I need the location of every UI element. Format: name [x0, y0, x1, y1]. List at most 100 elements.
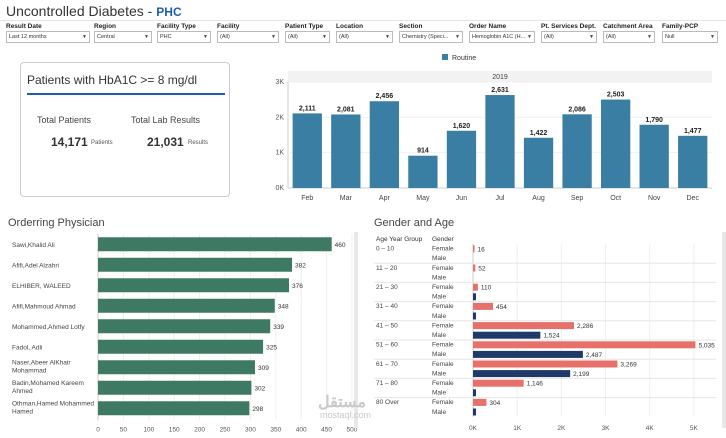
physician-bar-chart: 0 50 100 150 200 250 300 350 400 450 500 460 Sawi,Kh… [12, 232, 358, 434]
kpi-divider [27, 93, 225, 95]
male-bar [473, 312, 476, 320]
filter-section[interactable]: Section Chemistry (Speci... ▼ [399, 23, 463, 43]
filter-value: PHC [160, 34, 172, 40]
filter-dropdown[interactable]: Null ▼ [662, 31, 718, 43]
filter-dropdown[interactable]: Central ▼ [94, 31, 152, 43]
y-tick-label: 3K [275, 79, 284, 86]
bar-value-label: 2,199 [573, 371, 590, 378]
filter-label: Facility Type [157, 23, 196, 30]
bar-value-label: 1,422 [530, 130, 548, 137]
physician-name: Mohammad [12, 367, 47, 374]
male-bar [473, 370, 571, 378]
filter-label: Order Name [469, 23, 507, 30]
x-tick-label: 5K [690, 425, 699, 432]
bar-value-label: 1,524 [543, 333, 560, 340]
chevron-down-icon: ▼ [271, 34, 276, 40]
gender-label: Female [432, 303, 454, 310]
chevron-down-icon: ▼ [647, 34, 652, 40]
physician-name: Sawi,Khalid Ali [12, 242, 55, 249]
physician-bar [98, 237, 332, 252]
filter-dropdown[interactable]: PHC ▼ [157, 31, 211, 43]
filter-family-pcp[interactable]: Family-PCP Null ▼ [662, 23, 718, 43]
x-tick-label: 200 [194, 427, 205, 434]
filter-facility[interactable]: Facility (All) ▼ [217, 23, 279, 43]
month-bar [562, 114, 592, 188]
chevron-down-icon: ▼ [527, 34, 532, 40]
bar-value-label: 2,286 [577, 323, 594, 330]
filter-label: Facility [217, 23, 240, 30]
male-bar [473, 293, 476, 301]
male-bar [473, 408, 476, 416]
gender-label: Female [432, 284, 454, 291]
physician-bar [98, 339, 264, 354]
column-header: Gender [432, 236, 455, 243]
filter-dropdown[interactable]: Hemoglobin A1C (H... ▼ [469, 31, 535, 43]
month-bar [523, 137, 554, 188]
female-bar [473, 360, 618, 368]
x-tick-label: 350 [270, 427, 281, 434]
filter-value: (All) [606, 34, 616, 40]
month-bar [485, 95, 515, 188]
chevron-down-icon: ▼ [322, 34, 327, 40]
filter-dropdown[interactable]: (All) ▼ [603, 31, 655, 43]
filter-value: Null [665, 34, 675, 40]
legend-swatch [442, 54, 448, 60]
month-bar [639, 124, 669, 188]
female-bar [473, 398, 487, 406]
age-group-label: 41 – 50 [376, 322, 398, 329]
physician-bar [98, 401, 250, 416]
gender-label: Female [432, 246, 454, 253]
filter-label: Result Date [6, 23, 42, 30]
x-tick-label: 1K [513, 425, 522, 432]
bar-value-label: 348 [278, 303, 289, 310]
filter-dropdown[interactable]: Chemistry (Speci... ▼ [399, 31, 463, 43]
filter-dropdown[interactable]: (All) ▼ [336, 31, 393, 43]
gender-label: Female [432, 265, 454, 272]
month-bar [331, 114, 361, 188]
filter-dropdown[interactable]: (All) ▼ [217, 31, 279, 43]
x-tick-label: Jun [456, 195, 467, 202]
bar-value-label: 3,269 [620, 362, 637, 369]
legend-label: Routine [452, 55, 476, 62]
filter-dropdown[interactable]: (All) ▼ [285, 31, 330, 43]
filter-label: Section [399, 23, 423, 30]
filter-result-date[interactable]: Result Date Last 12 months ▼ [6, 23, 90, 43]
female-bar [473, 283, 478, 291]
physician-bar [98, 298, 275, 313]
male-bar [473, 331, 541, 339]
title-text: Uncontrolled Diabetes - [6, 3, 153, 19]
month-bar [408, 155, 438, 188]
column-header: Age Year Group [376, 236, 423, 243]
x-tick-label: 2K [557, 425, 566, 432]
x-tick-label: Dec [687, 195, 700, 202]
female-bar [473, 341, 696, 349]
male-bar [473, 389, 476, 397]
x-tick-label: Oct [610, 195, 621, 202]
filter-dropdown[interactable]: Last 12 months ▼ [6, 31, 90, 43]
x-tick-label: May [416, 195, 430, 202]
x-tick-label: 100 [143, 427, 154, 434]
age-group-label: 80 Over [376, 399, 400, 406]
filter-dropdown[interactable]: (All) ▼ [541, 31, 597, 43]
chevron-down-icon: ▼ [144, 34, 149, 40]
bar-value-label: 460 [335, 242, 346, 249]
filter-label: Pt. Services Dept. [541, 23, 596, 30]
physician-name: Mohammed,Ahmed Lotfy [12, 324, 85, 331]
filter-catchment-area[interactable]: Catchment Area (All) ▼ [603, 23, 655, 43]
filter-label: Catchment Area [603, 23, 653, 30]
x-tick-label: 3K [602, 425, 611, 432]
female-bar [473, 264, 476, 272]
results-unit: Results [188, 140, 209, 146]
physician-name: Naser,Abeer AlKhair [12, 359, 71, 366]
filter-order-name[interactable]: Order Name Hemoglobin A1C (H... ▼ [469, 23, 535, 43]
total-patients-value: 14,171 [51, 135, 88, 149]
filter-region[interactable]: Region Central ▼ [94, 23, 152, 43]
filter-location[interactable]: Location (All) ▼ [336, 23, 393, 43]
filter-pt-services-dept[interactable]: Pt. Services Dept. (All) ▼ [541, 23, 597, 43]
physician-bar [98, 278, 290, 293]
y-tick-label: 2K [275, 114, 284, 121]
filter-facility-type[interactable]: Facility Type PHC ▼ [157, 23, 211, 43]
bar-value-label: 309 [258, 365, 269, 372]
bar-value-label: 1,477 [684, 128, 702, 135]
filter-patient-type[interactable]: Patient Type (All) ▼ [285, 23, 330, 43]
